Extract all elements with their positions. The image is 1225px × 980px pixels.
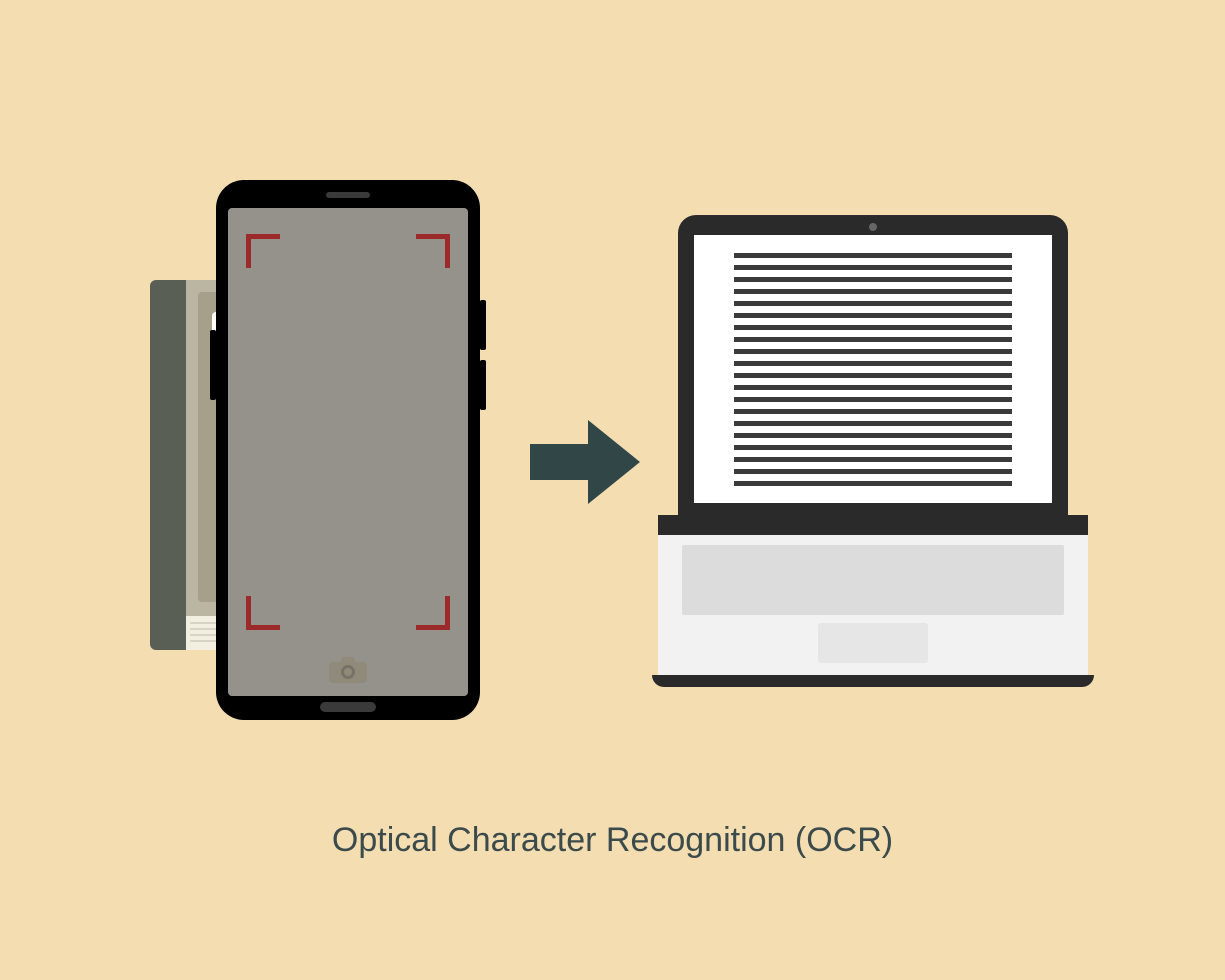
- text-line: [734, 457, 1012, 462]
- text-line: [734, 397, 1012, 402]
- scan-bracket-top-right: [416, 234, 450, 268]
- laptop-deck: [658, 535, 1088, 675]
- text-line: [734, 349, 1012, 354]
- text-line: [734, 325, 1012, 330]
- text-line: [734, 409, 1012, 414]
- text-line: [734, 445, 1012, 450]
- laptop-base-edge: [652, 675, 1094, 687]
- laptop-trackpad: [818, 623, 928, 663]
- text-line: [734, 361, 1012, 366]
- scan-bracket-bottom-right: [416, 596, 450, 630]
- phone-side-button: [480, 300, 486, 350]
- smartphone-icon: [216, 180, 480, 720]
- phone-speaker: [326, 192, 370, 198]
- scan-bracket-bottom-left: [246, 596, 280, 630]
- phone-home-indicator: [320, 702, 376, 712]
- laptop-keyboard: [682, 545, 1064, 615]
- laptop-hinge: [658, 515, 1088, 535]
- text-line: [734, 301, 1012, 306]
- text-line: [734, 469, 1012, 474]
- book-spine: [150, 280, 186, 650]
- text-line: [734, 481, 1012, 486]
- scan-bracket-top-left: [246, 234, 280, 268]
- text-line: [734, 421, 1012, 426]
- document-text-lines: [734, 253, 1012, 493]
- text-line: [734, 289, 1012, 294]
- text-line: [734, 337, 1012, 342]
- laptop-icon: [658, 215, 1088, 685]
- text-line: [734, 433, 1012, 438]
- infographic-canvas: Optical Character Recognition (OCR): [0, 0, 1225, 980]
- text-line: [734, 385, 1012, 390]
- laptop-webcam: [869, 223, 877, 231]
- text-line: [734, 265, 1012, 270]
- camera-icon: [328, 654, 368, 684]
- phone-side-button: [210, 330, 216, 400]
- phone-screen: [228, 208, 468, 696]
- text-line: [734, 253, 1012, 258]
- text-line: [734, 277, 1012, 282]
- text-line: [734, 313, 1012, 318]
- laptop-screen: [694, 235, 1052, 503]
- laptop-lid: [678, 215, 1068, 515]
- infographic-caption: Optical Character Recognition (OCR): [332, 821, 893, 860]
- phone-side-button: [480, 360, 486, 410]
- text-line: [734, 373, 1012, 378]
- arrow-right-icon: [530, 420, 640, 509]
